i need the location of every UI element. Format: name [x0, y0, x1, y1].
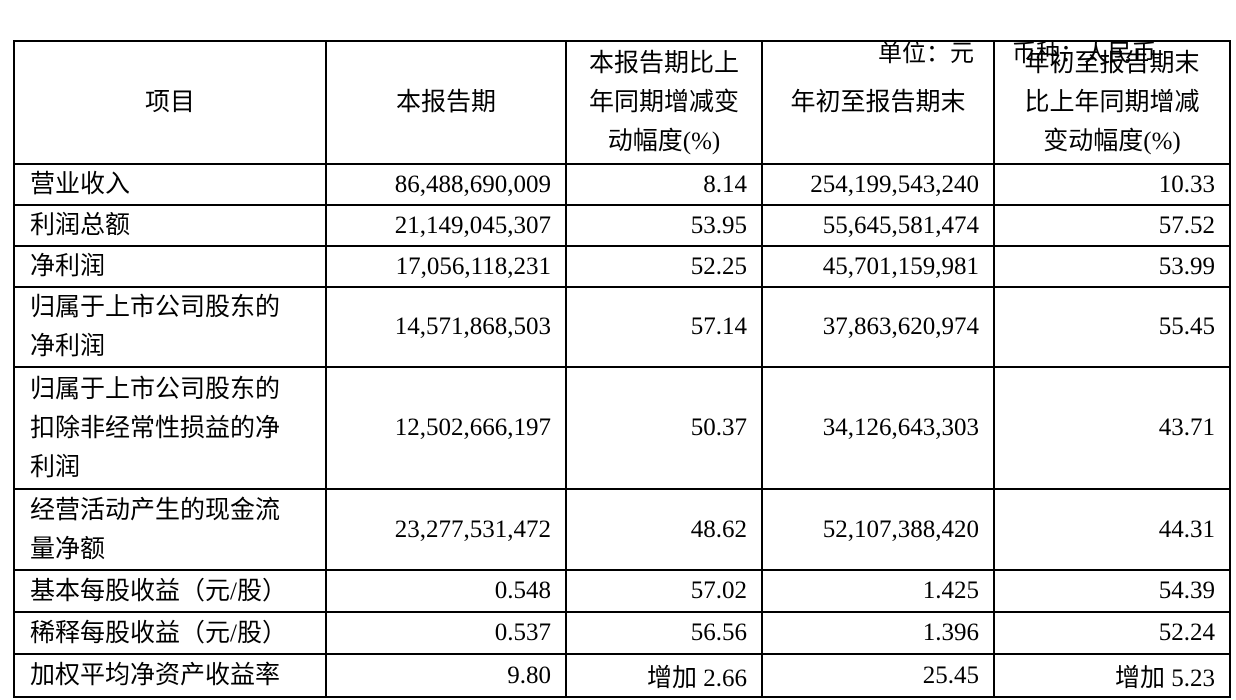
ytd-change-value: 44.31 [993, 488, 1231, 571]
current-period-value: 23,277,531,472 [325, 488, 567, 571]
ytd-value: 55,645,581,474 [761, 204, 995, 247]
ytd-change-value: 57.52 [993, 204, 1231, 247]
ytd-value: 254,199,543,240 [761, 163, 995, 206]
row-item-label: 加权平均净资产收益率 [13, 653, 327, 698]
column-header-ytd: 年初至报告期末 [761, 40, 995, 165]
table-header-row: 项目 本报告期 本报告期比上 年同期增减变 动幅度(%) 年初至报告期末 年初至… [13, 40, 1231, 165]
row-item-label: 利润总额 [13, 204, 327, 247]
financial-summary-table: 项目 本报告期 本报告期比上 年同期增减变 动幅度(%) 年初至报告期末 年初至… [13, 40, 1231, 698]
ytd-change-value: 53.99 [993, 245, 1231, 288]
column-header-item: 项目 [13, 40, 327, 165]
table-row-net-profit-excl-nonrecurring: 归属于上市公司股东的 扣除非经常性损益的净 利润 12,502,666,197 … [13, 366, 1231, 490]
period-change-value: 56.56 [565, 611, 763, 655]
current-period-value: 9.80 [325, 653, 567, 698]
period-change-value: 53.95 [565, 204, 763, 247]
period-change-value: 48.62 [565, 488, 763, 571]
ytd-value: 34,126,643,303 [761, 366, 995, 490]
current-period-value: 21,149,045,307 [325, 204, 567, 247]
period-change-value: 8.14 [565, 163, 763, 206]
ytd-change-value: 10.33 [993, 163, 1231, 206]
current-period-value: 0.548 [325, 569, 567, 613]
ytd-change-value: 52.24 [993, 611, 1231, 655]
ytd-change-value: 55.45 [993, 286, 1231, 368]
ytd-value: 1.396 [761, 611, 995, 655]
ytd-value: 25.45 [761, 653, 995, 698]
ytd-value: 1.425 [761, 569, 995, 613]
table-row-net-profit: 净利润 17,056,118,231 52.25 45,701,159,981 … [13, 245, 1231, 288]
table-row-basic-eps: 基本每股收益（元/股） 0.548 57.02 1.425 54.39 [13, 569, 1231, 613]
period-change-value: 52.25 [565, 245, 763, 288]
row-item-label: 稀释每股收益（元/股） [13, 611, 327, 655]
current-period-value: 86,488,690,009 [325, 163, 567, 206]
row-item-label: 净利润 [13, 245, 327, 288]
row-item-label: 基本每股收益（元/股） [13, 569, 327, 613]
row-item-label: 归属于上市公司股东的 净利润 [13, 286, 327, 368]
table-row-operating-cash-flow: 经营活动产生的现金流 量净额 23,277,531,472 48.62 52,1… [13, 488, 1231, 571]
ytd-value: 45,701,159,981 [761, 245, 995, 288]
current-period-value: 14,571,868,503 [325, 286, 567, 368]
row-item-label: 营业收入 [13, 163, 327, 206]
row-item-label: 归属于上市公司股东的 扣除非经常性损益的净 利润 [13, 366, 327, 490]
current-period-value: 12,502,666,197 [325, 366, 567, 490]
period-change-value: 50.37 [565, 366, 763, 490]
period-change-value: 增加 2.66 [565, 653, 763, 698]
table-row-total-profit: 利润总额 21,149,045,307 53.95 55,645,581,474… [13, 204, 1231, 247]
ytd-change-value: 54.39 [993, 569, 1231, 613]
row-item-label: 经营活动产生的现金流 量净额 [13, 488, 327, 571]
column-header-ytd-change: 年初至报告期末 比上年同期增减 变动幅度(%) [993, 40, 1231, 165]
ytd-change-value: 43.71 [993, 366, 1231, 490]
column-header-period-change: 本报告期比上 年同期增减变 动幅度(%) [565, 40, 763, 165]
ytd-value: 37,863,620,974 [761, 286, 995, 368]
ytd-change-value: 增加 5.23 [993, 653, 1231, 698]
table-row-operating-revenue: 营业收入 86,488,690,009 8.14 254,199,543,240… [13, 163, 1231, 206]
table-row-weighted-avg-roe: 加权平均净资产收益率 9.80 增加 2.66 25.45 增加 5.23 [13, 653, 1231, 698]
table-row-net-profit-attributable: 归属于上市公司股东的 净利润 14,571,868,503 57.14 37,8… [13, 286, 1231, 368]
column-header-current-period: 本报告期 [325, 40, 567, 165]
ytd-value: 52,107,388,420 [761, 488, 995, 571]
current-period-value: 17,056,118,231 [325, 245, 567, 288]
table-row-diluted-eps: 稀释每股收益（元/股） 0.537 56.56 1.396 52.24 [13, 611, 1231, 655]
period-change-value: 57.02 [565, 569, 763, 613]
current-period-value: 0.537 [325, 611, 567, 655]
period-change-value: 57.14 [565, 286, 763, 368]
